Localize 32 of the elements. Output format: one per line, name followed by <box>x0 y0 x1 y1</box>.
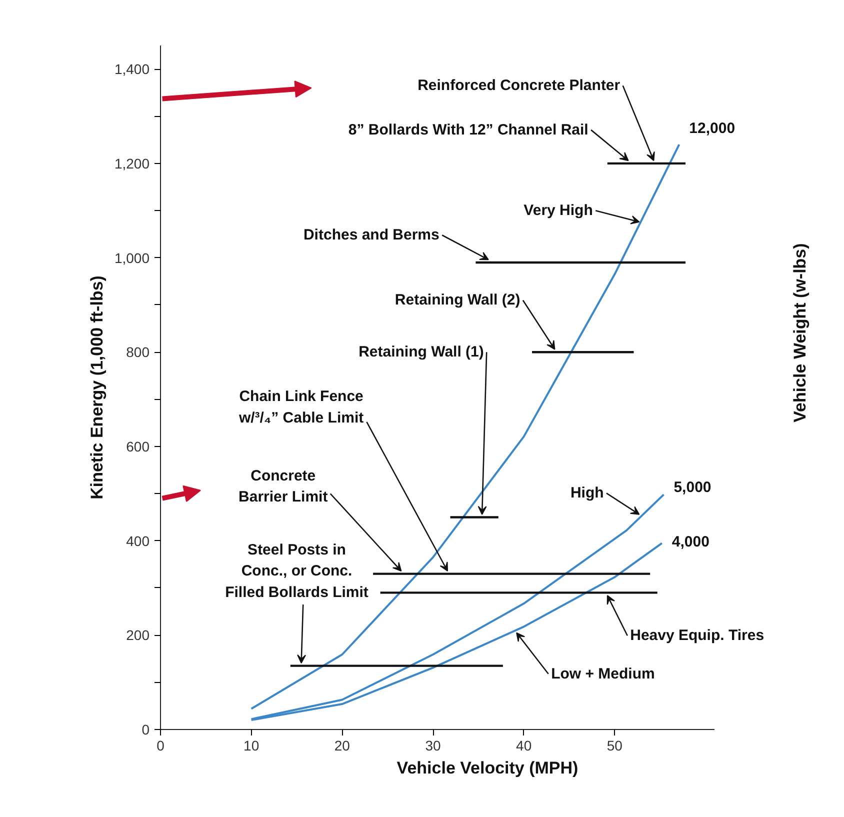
annotation: Ditches and Berms <box>303 226 440 244</box>
y-tick-label: 1,400 <box>114 61 150 78</box>
x-tick-label: 50 <box>606 738 623 754</box>
annotation: Low + Medium <box>551 665 655 682</box>
y-tick-label: 600 <box>126 438 150 454</box>
annotation: Concrete Barrier Limit <box>238 467 328 506</box>
annotation: Heavy Equip. Tires <box>630 627 764 644</box>
annotation: Chain Link Fence w/³/₄” Cable Limit <box>238 388 364 426</box>
x-tick-label: 30 <box>425 738 441 754</box>
x-tick-label: 10 <box>244 738 260 754</box>
annotation: Very High <box>524 202 593 220</box>
x-tick-label: 20 <box>334 738 350 754</box>
y-tick-label: 800 <box>126 344 150 360</box>
series-label: 12,000 <box>689 120 736 138</box>
annotation: Reinforced Concrete Planter <box>418 77 620 94</box>
x-axis-title: Vehicle Velocity (MPH) <box>396 758 578 778</box>
series-label: 5,000 <box>674 479 712 496</box>
x-tick-label: 40 <box>516 738 532 754</box>
series-label: 4,000 <box>672 534 710 551</box>
annotation: Retaining Wall (2) <box>394 292 520 309</box>
y-tick-label: 400 <box>126 532 150 549</box>
annotation: 8” Bollards With 12” Channel Rail <box>348 121 588 138</box>
y-axis-title: Kinetic Energy (1,000 ft-lbs) <box>87 276 106 500</box>
annotation: Steel Posts in Conc., or Conc. Filled Bollards Limit <box>225 541 368 601</box>
y-tick-label: 200 <box>126 627 150 644</box>
y-tick-label: 1,000 <box>114 250 150 266</box>
y-tick-label: 0 <box>142 722 150 738</box>
y-tick-label: 1,200 <box>114 155 150 172</box>
text: Vehicle Weight (w-lbs) <box>790 243 810 422</box>
x-tick-label: 0 <box>156 738 165 754</box>
annotation: High <box>570 484 604 502</box>
annotation: Retaining Wall (1) <box>358 344 484 361</box>
